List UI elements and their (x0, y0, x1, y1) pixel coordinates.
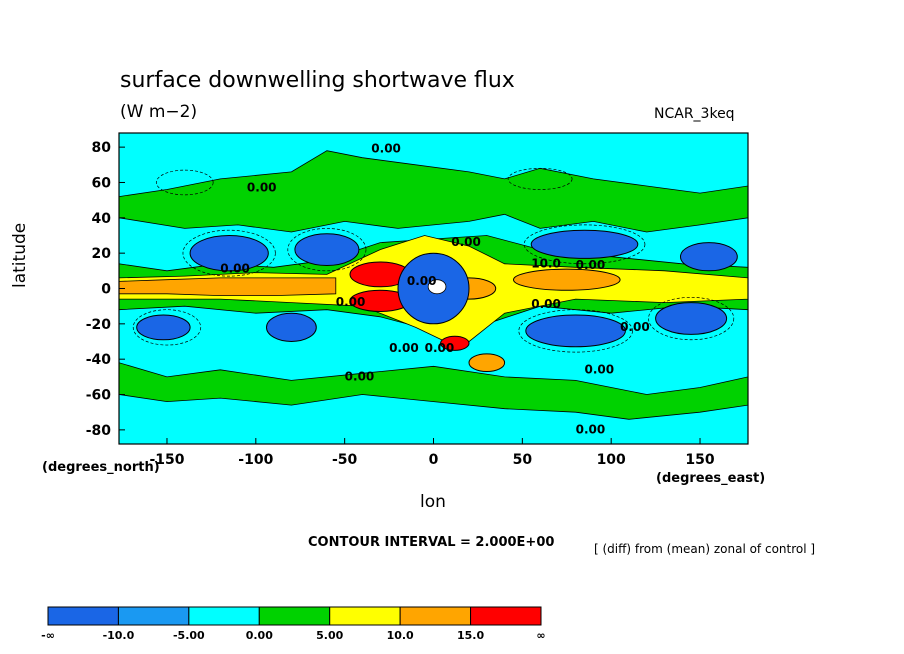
contour-label: 0.00 (220, 262, 250, 276)
chart-title: surface downwelling shortwave flux (120, 68, 515, 93)
y-tick-label: -40 (86, 352, 112, 368)
colorbar-label: 10.0 (387, 629, 414, 642)
region-5 (468, 353, 506, 373)
y-tick-label: -20 (86, 317, 112, 333)
contour-label: 0.00 (425, 341, 455, 355)
x-tick-label: -100 (238, 452, 273, 468)
region-7 (189, 235, 269, 272)
region-4 (440, 335, 470, 351)
contour-label: 0.00 (389, 341, 419, 355)
x-tick-label: 100 (597, 452, 626, 468)
colorbar-swatch (399, 606, 472, 626)
region-10 (680, 242, 738, 272)
region-12 (655, 302, 728, 335)
x-tick-label: 150 (685, 452, 714, 468)
contour-label: 10.0 (531, 256, 561, 270)
colorbar-swatch (47, 606, 119, 626)
band-north-green (119, 150, 748, 233)
colorbar-swatch (117, 606, 190, 626)
colorbar-label: 0.00 (246, 629, 273, 642)
colorbar-label: -10.0 (103, 629, 135, 642)
contour-label: 0.00 (247, 180, 277, 194)
colorbar-swatch (258, 606, 331, 626)
colorbar-label: 15.0 (457, 629, 484, 642)
contour-label: 0.00 (407, 274, 437, 288)
dashed-contour-0 (182, 229, 276, 277)
region-13 (266, 312, 317, 342)
heatmap-field: 0.00 0.00 0.00 0.00 0.00 0.00 0.00 0.00 0.00 10.0… (119, 133, 748, 444)
contour-label: 0.00 (336, 295, 366, 309)
dashed-contour-3 (518, 309, 633, 353)
colorbar-swatch (470, 606, 542, 626)
contour-interval: CONTOUR INTERVAL = 2.000E+00 (308, 535, 555, 550)
contour-label: 0.00 (371, 141, 401, 155)
dashed-contour-6 (155, 169, 214, 196)
x-tick-label: 0 (429, 452, 439, 468)
contour-label: 0.00 (585, 362, 615, 376)
colorbar-swatch (329, 606, 401, 626)
x-tick-label: -50 (332, 452, 358, 468)
dashed-contour-7 (507, 167, 573, 190)
dashed-contour-1 (287, 228, 367, 272)
dashed-contour-2 (523, 224, 646, 265)
dashed-contour-4 (648, 296, 735, 341)
region-11 (525, 314, 626, 348)
x-axis-units: (degrees_east) (656, 471, 766, 486)
region-9 (530, 229, 639, 259)
colorbar-label: 5.00 (316, 629, 343, 642)
chart-units: (W m−2) (120, 102, 198, 122)
dashed-contour-5 (132, 309, 202, 346)
contour-label: 0.00 (620, 320, 650, 334)
region-14 (136, 314, 191, 341)
band-west-orange (119, 277, 337, 296)
region-2 (513, 268, 621, 291)
colorbar-label: -5.00 (173, 629, 205, 642)
region-core-max (427, 279, 447, 295)
region-8 (294, 233, 360, 267)
x-tick-label: 50 (513, 452, 533, 468)
colorbar-label: ∞ (536, 629, 545, 642)
y-tick-label: -60 (86, 388, 112, 404)
x-axis-label: lon (420, 492, 446, 512)
model-name: NCAR_3keq (654, 106, 735, 122)
y-tick-label: 0 (101, 282, 111, 298)
plot-note: [ (diff) from (mean) zonal of control ] (594, 542, 816, 556)
y-tick-label: 80 (92, 140, 112, 156)
contour-label: 0.00 (531, 297, 561, 311)
y-tick-label: 60 (92, 175, 112, 191)
y-axis-units: (degrees_north) (42, 460, 160, 475)
contour-label: 0.00 (576, 258, 606, 272)
y-tick-label: -80 (86, 423, 112, 439)
contour-label: 0.00 (345, 369, 375, 383)
contour-label: 0.00 (451, 235, 481, 249)
band-south-green (119, 362, 748, 420)
y-tick-label: 20 (92, 246, 112, 262)
colorbar-label: -∞ (41, 629, 55, 642)
y-tick-label: 40 (92, 211, 112, 227)
contour-label: 0.00 (576, 422, 606, 436)
colorbar-swatch (188, 606, 260, 626)
x-tick-label: -150 (149, 452, 184, 468)
